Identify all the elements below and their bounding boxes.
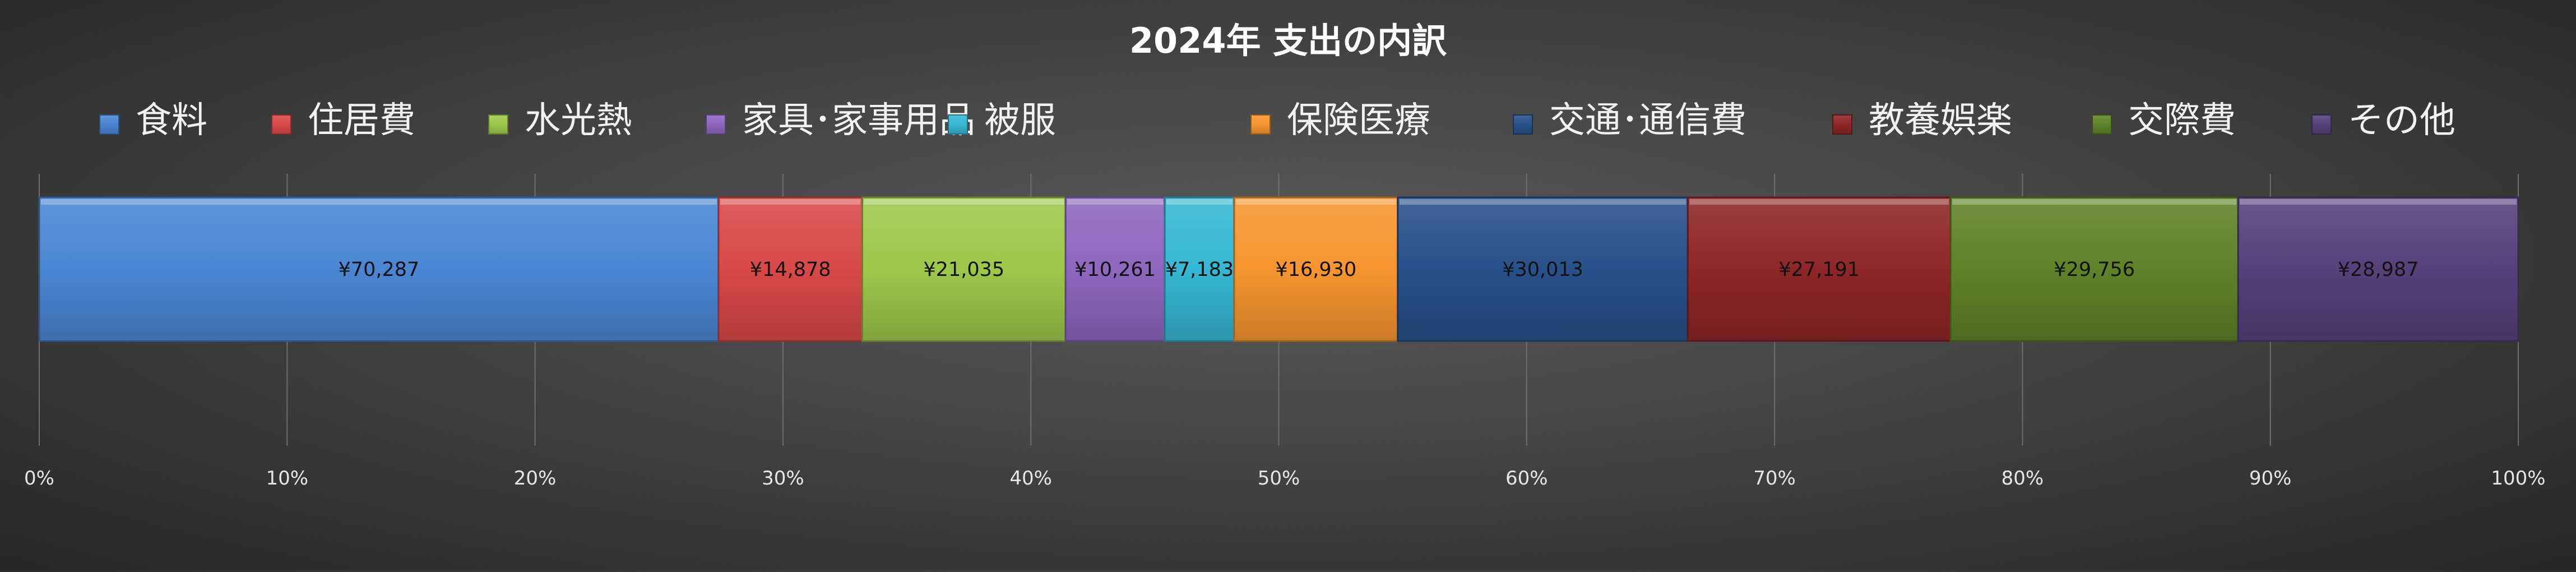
data-label-series-2: ¥14,878 [750, 259, 831, 281]
bar-highlight [1689, 199, 1949, 205]
legend-item-series-9: 交際費 [2092, 100, 2236, 141]
data-label-series-4: ¥10,261 [1074, 259, 1156, 281]
legend-label: 食料 [136, 100, 207, 141]
legend-item-series-7: 交通･通信費 [1513, 100, 1746, 141]
legend-swatch [706, 114, 726, 135]
bar-highlight [720, 199, 861, 205]
bar-segment-series-7 [1397, 196, 1689, 342]
bar-segment-series-5 [1164, 196, 1235, 342]
data-label-series-6: ¥16,930 [1275, 259, 1356, 281]
bar-segment-series-9 [1949, 196, 2239, 342]
data-label-series-9: ¥29,756 [2054, 259, 2135, 281]
bar-segment-series-2 [717, 196, 863, 342]
legend-swatch [1250, 114, 1271, 135]
legend-label: 教養娯楽 [1869, 100, 2012, 141]
legend-swatch [1832, 114, 1852, 135]
legend-item-series-2: 住居費 [271, 100, 415, 141]
legend-label: その他 [2348, 100, 2455, 141]
legend-item-series-4: 家具･家事用品 [706, 100, 975, 141]
data-label-series-10: ¥28,987 [2338, 259, 2419, 281]
x-axis-ticks: 0% 10% 20% 30% 40% 50% 60% 70% 80% 90% 100% [24, 467, 2546, 490]
bar-highlight [1067, 199, 1164, 205]
x-tick-label: 20% [514, 467, 557, 490]
x-tick-label: 40% [1009, 467, 1052, 490]
bar-segment-series-1 [38, 196, 720, 342]
x-tick-label: 30% [762, 467, 804, 490]
bar-highlight [2240, 199, 2517, 205]
legend-item-series-6: 保険医療 [1250, 100, 1430, 141]
chart-title: 2024年 支出の内訳 [1129, 20, 1447, 61]
x-tick-label: 90% [2249, 467, 2292, 490]
bar-segment-series-10 [2237, 196, 2519, 342]
data-label-series-7: ¥30,013 [1502, 259, 1583, 281]
legend-item-series-10: その他 [2311, 100, 2455, 141]
bar-segment-series-4 [1064, 196, 1166, 342]
legend-swatch [948, 114, 968, 135]
legend-label: 被服 [984, 100, 1056, 141]
bar-highlight [1399, 199, 1687, 205]
legend-swatch [2092, 114, 2112, 135]
legend-swatch [271, 114, 291, 135]
legend-swatch [2311, 114, 2332, 135]
x-tick-label: 0% [24, 467, 54, 490]
legend-item-series-1: 食料 [99, 100, 207, 141]
legend-label: 住居費 [308, 100, 415, 141]
legend-swatch [99, 114, 119, 135]
x-tick-label: 50% [1258, 467, 1300, 490]
legend-label: 交通･通信費 [1549, 100, 1746, 141]
legend-label: 家具･家事用品 [742, 100, 975, 141]
legend-item-series-5: 被服 [948, 100, 1056, 141]
x-tick-label: 100% [2491, 467, 2545, 490]
legend-swatch [488, 114, 508, 135]
legend-label: 水光熱 [525, 100, 632, 141]
bar-highlight [1235, 199, 1396, 205]
x-tick-label: 80% [2002, 467, 2044, 490]
legend-item-series-3: 水光熱 [488, 100, 632, 141]
legend-label: 保険医療 [1287, 100, 1430, 141]
data-label-series-5: ¥7,183 [1165, 259, 1234, 281]
legend-label: 交際費 [2128, 100, 2236, 141]
stacked-bar [38, 196, 2519, 342]
bar-highlight [1952, 199, 2237, 205]
bar-highlight [41, 199, 717, 205]
legend-item-series-8: 教養娯楽 [1832, 100, 2012, 141]
bar-segment-series-8 [1687, 196, 1952, 342]
x-tick-label: 60% [1505, 467, 1548, 490]
x-tick-label: 70% [1753, 467, 1796, 490]
legend-swatch [1513, 114, 1533, 135]
bar-highlight [1166, 199, 1233, 205]
x-tick-label: 10% [266, 467, 309, 490]
bar-segment-series-3 [861, 196, 1067, 342]
data-label-series-1: ¥70,287 [339, 259, 420, 281]
legend: 食料 住居費 水光熱 家具･家事用品 被服 保険医療 交通･通信費 教養娯楽 交際費 その他 [99, 100, 2455, 141]
data-label-series-3: ¥21,035 [923, 259, 1004, 281]
data-labels: ¥70,287 ¥14,878 ¥21,035 ¥10,261 ¥7,183 ¥16,93… [339, 259, 2419, 281]
bar-highlight [864, 199, 1064, 205]
data-label-series-8: ¥27,191 [1778, 259, 1860, 281]
